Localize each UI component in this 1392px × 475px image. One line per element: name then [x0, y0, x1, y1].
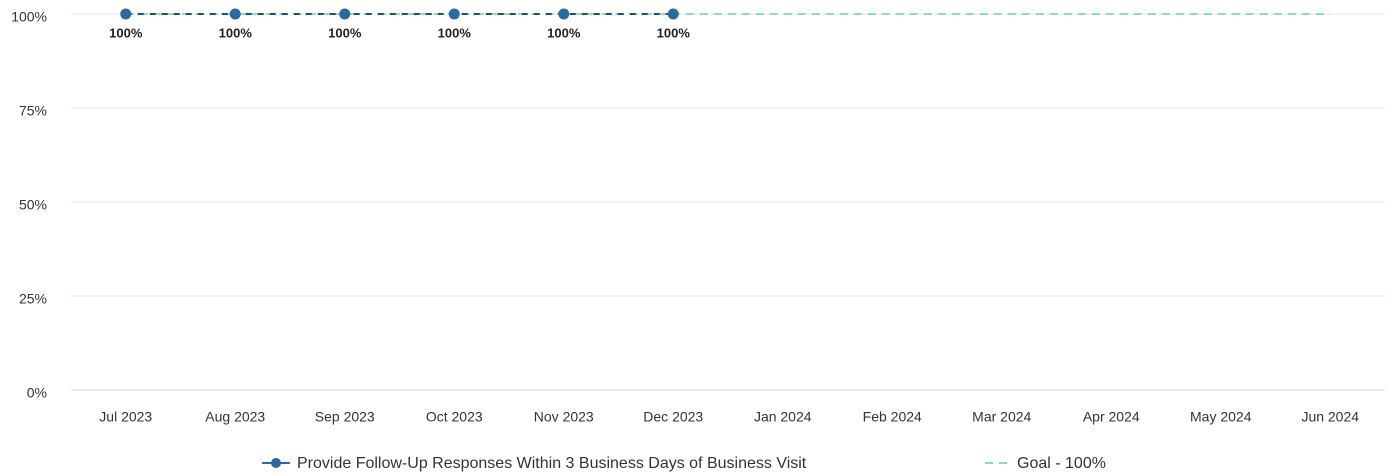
x-tick-label: Sep 2023 [315, 409, 375, 425]
data-point [339, 8, 351, 20]
x-tick-label: Dec 2023 [643, 409, 703, 425]
legend-label: Goal - 100% [1017, 455, 1106, 472]
y-tick-label: 50% [19, 197, 47, 213]
legend-label: Provide Follow-Up Responses Within 3 Bus… [297, 455, 807, 472]
y-tick-label: 100% [11, 9, 47, 25]
data-label: 100% [109, 25, 143, 40]
y-tick-label: 75% [19, 103, 47, 119]
data-label: 100% [547, 25, 581, 40]
x-tick-label: Aug 2023 [205, 409, 265, 425]
x-tick-label: May 2024 [1190, 409, 1252, 425]
data-label: 100% [328, 25, 362, 40]
x-tick-label: Jan 2024 [754, 409, 812, 425]
y-tick-label: 25% [19, 291, 47, 307]
legend-icon [271, 458, 281, 468]
y-tick-label: 0% [27, 385, 47, 401]
x-tick-label: Jun 2024 [1301, 409, 1359, 425]
x-tick-label: Nov 2023 [534, 409, 594, 425]
data-point [229, 8, 241, 20]
data-label: 100% [657, 25, 691, 40]
x-tick-label: Jul 2023 [99, 409, 152, 425]
data-point [667, 8, 679, 20]
data-point [558, 8, 570, 20]
data-point [448, 8, 460, 20]
x-tick-label: Apr 2024 [1083, 409, 1140, 425]
x-tick-label: Mar 2024 [972, 409, 1031, 425]
data-label: 100% [438, 25, 472, 40]
data-point [120, 8, 132, 20]
data-label: 100% [219, 25, 253, 40]
x-tick-label: Feb 2024 [863, 409, 922, 425]
x-tick-label: Oct 2023 [426, 409, 483, 425]
